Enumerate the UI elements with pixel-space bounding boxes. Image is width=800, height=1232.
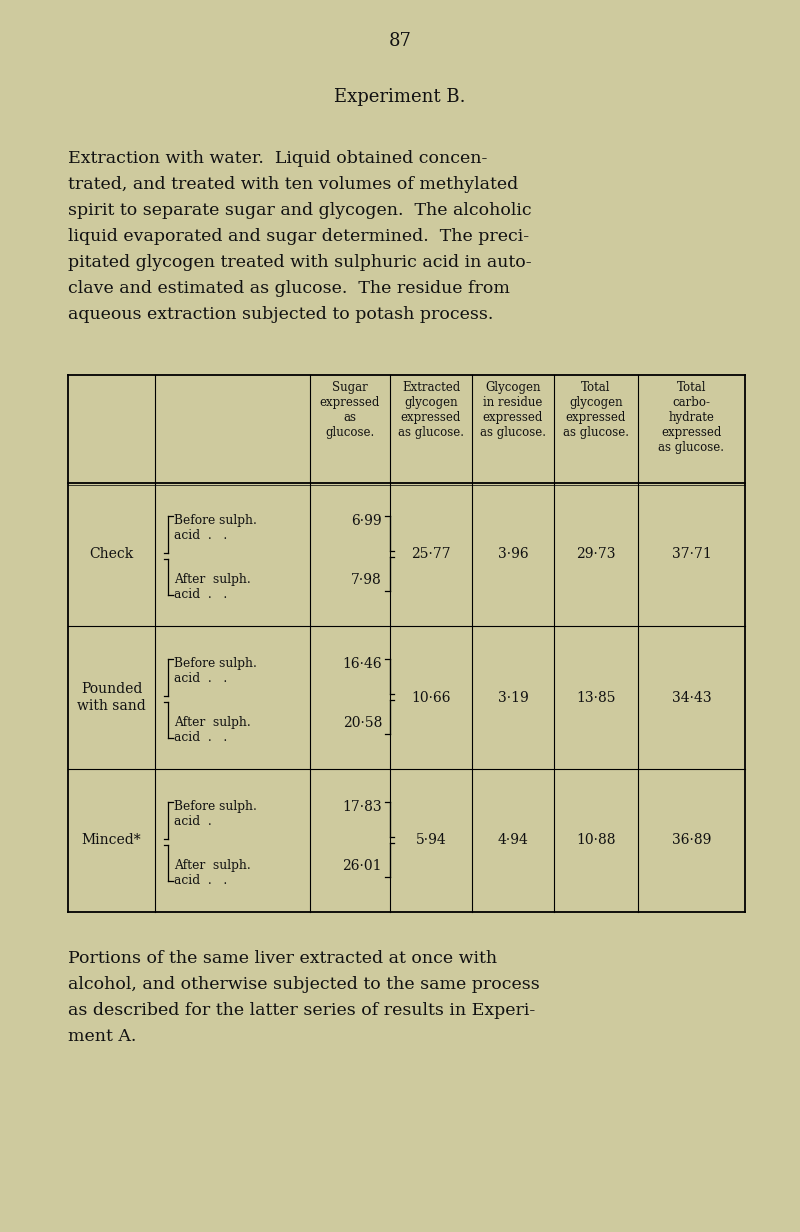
Text: as described for the latter series of results in Experi-: as described for the latter series of re… (68, 1002, 535, 1019)
Text: Before sulph.
acid  .   .: Before sulph. acid . . (174, 515, 257, 542)
Text: 7·98: 7·98 (351, 573, 382, 588)
Text: After  sulph.
acid  .   .: After sulph. acid . . (174, 573, 250, 601)
Text: clave and estimated as glucose.  The residue from: clave and estimated as glucose. The resi… (68, 280, 510, 297)
Text: Sugar
expressed
as
glucose.: Sugar expressed as glucose. (320, 381, 380, 439)
Text: Total
glycogen
expressed
as glucose.: Total glycogen expressed as glucose. (563, 381, 629, 439)
Text: 34·43: 34·43 (672, 690, 711, 705)
Text: Check: Check (90, 547, 134, 562)
Text: 4·94: 4·94 (498, 834, 529, 848)
Text: 25·77: 25·77 (411, 547, 451, 562)
Text: 20·58: 20·58 (342, 716, 382, 731)
Text: Before sulph.
acid  .: Before sulph. acid . (174, 801, 257, 828)
Text: 36·89: 36·89 (672, 834, 711, 848)
Text: 37·71: 37·71 (672, 547, 711, 562)
Text: Glycogen
in residue
expressed
as glucose.: Glycogen in residue expressed as glucose… (480, 381, 546, 439)
Text: After  sulph.
acid  .   .: After sulph. acid . . (174, 716, 250, 744)
Text: spirit to separate sugar and glycogen.  The alcoholic: spirit to separate sugar and glycogen. T… (68, 202, 532, 219)
Text: Experiment B.: Experiment B. (334, 87, 466, 106)
Text: Minced*: Minced* (82, 834, 142, 848)
Text: 17·83: 17·83 (342, 801, 382, 814)
Text: After  sulph.
acid  .   .: After sulph. acid . . (174, 859, 250, 887)
Text: 5·94: 5·94 (416, 834, 446, 848)
Text: 26·01: 26·01 (342, 859, 382, 873)
Text: 87: 87 (389, 32, 411, 51)
Text: Extraction with water.  Liquid obtained concen-: Extraction with water. Liquid obtained c… (68, 150, 487, 168)
Text: aqueous extraction subjected to potash process.: aqueous extraction subjected to potash p… (68, 306, 494, 323)
Text: liquid evaporated and sugar determined.  The preci-: liquid evaporated and sugar determined. … (68, 228, 529, 245)
Text: 10·66: 10·66 (411, 690, 450, 705)
Text: Before sulph.
acid  .   .: Before sulph. acid . . (174, 658, 257, 685)
Text: 16·46: 16·46 (342, 658, 382, 671)
Text: ment A.: ment A. (68, 1027, 136, 1045)
Text: 6·99: 6·99 (351, 515, 382, 529)
Text: Portions of the same liver extracted at once with: Portions of the same liver extracted at … (68, 950, 497, 967)
Text: trated, and treated with ten volumes of methylated: trated, and treated with ten volumes of … (68, 176, 518, 193)
Text: Extracted
glycogen
expressed
as glucose.: Extracted glycogen expressed as glucose. (398, 381, 464, 439)
Text: 3·19: 3·19 (498, 690, 528, 705)
Text: pitated glycogen treated with sulphuric acid in auto-: pitated glycogen treated with sulphuric … (68, 254, 532, 271)
Text: 13·85: 13·85 (576, 690, 616, 705)
Text: alcohol, and otherwise subjected to the same process: alcohol, and otherwise subjected to the … (68, 976, 540, 993)
Text: 3·96: 3·96 (498, 547, 528, 562)
Text: 10·88: 10·88 (576, 834, 616, 848)
Text: 29·73: 29·73 (576, 547, 616, 562)
Text: Total
carbo-
hydrate
expressed
as glucose.: Total carbo- hydrate expressed as glucos… (658, 381, 725, 455)
Text: Pounded
with sand: Pounded with sand (77, 683, 146, 712)
